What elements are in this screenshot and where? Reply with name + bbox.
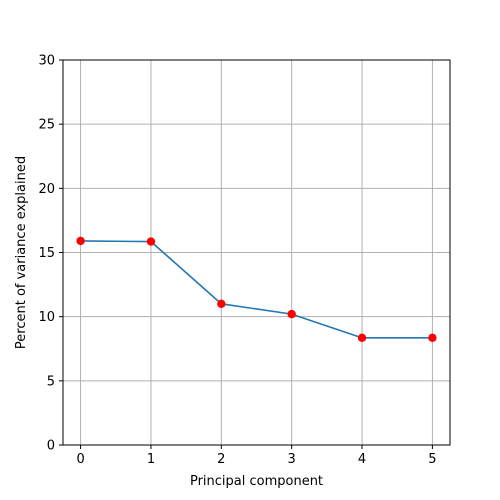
y-tick-label: 25	[38, 118, 55, 133]
data-point-marker	[357, 333, 367, 343]
y-tick-label: 5	[47, 374, 55, 389]
y-tick-label: 20	[38, 182, 55, 197]
x-tick-label: 5	[428, 452, 436, 467]
x-tick-label: 4	[358, 452, 366, 467]
x-axis-ticks: 0 1 2 3 4 5	[76, 445, 437, 467]
x-tick-label: 1	[147, 452, 155, 467]
series-line	[80, 240, 433, 339]
x-tick-label: 3	[288, 452, 296, 467]
x-tick-label: 0	[76, 452, 84, 467]
data-point-marker	[76, 236, 85, 246]
y-tick-label: 30	[38, 54, 55, 69]
data-point-marker	[217, 299, 226, 309]
y-tick-label: 0	[47, 439, 55, 454]
x-tick-label: 2	[217, 452, 225, 467]
x-axis-label: Principal component	[190, 474, 323, 489]
grid-lines	[63, 59, 450, 446]
data-point-marker	[428, 333, 437, 343]
y-axis-ticks: 0 5 10 15 20 25 30	[38, 54, 63, 454]
y-axis-label: Percent of variance explained	[14, 156, 29, 349]
y-tick-label: 15	[38, 246, 55, 261]
series-layer	[76, 236, 437, 343]
y-tick-label: 10	[38, 310, 55, 325]
data-point-marker	[146, 237, 156, 246]
data-point-marker	[287, 309, 296, 319]
